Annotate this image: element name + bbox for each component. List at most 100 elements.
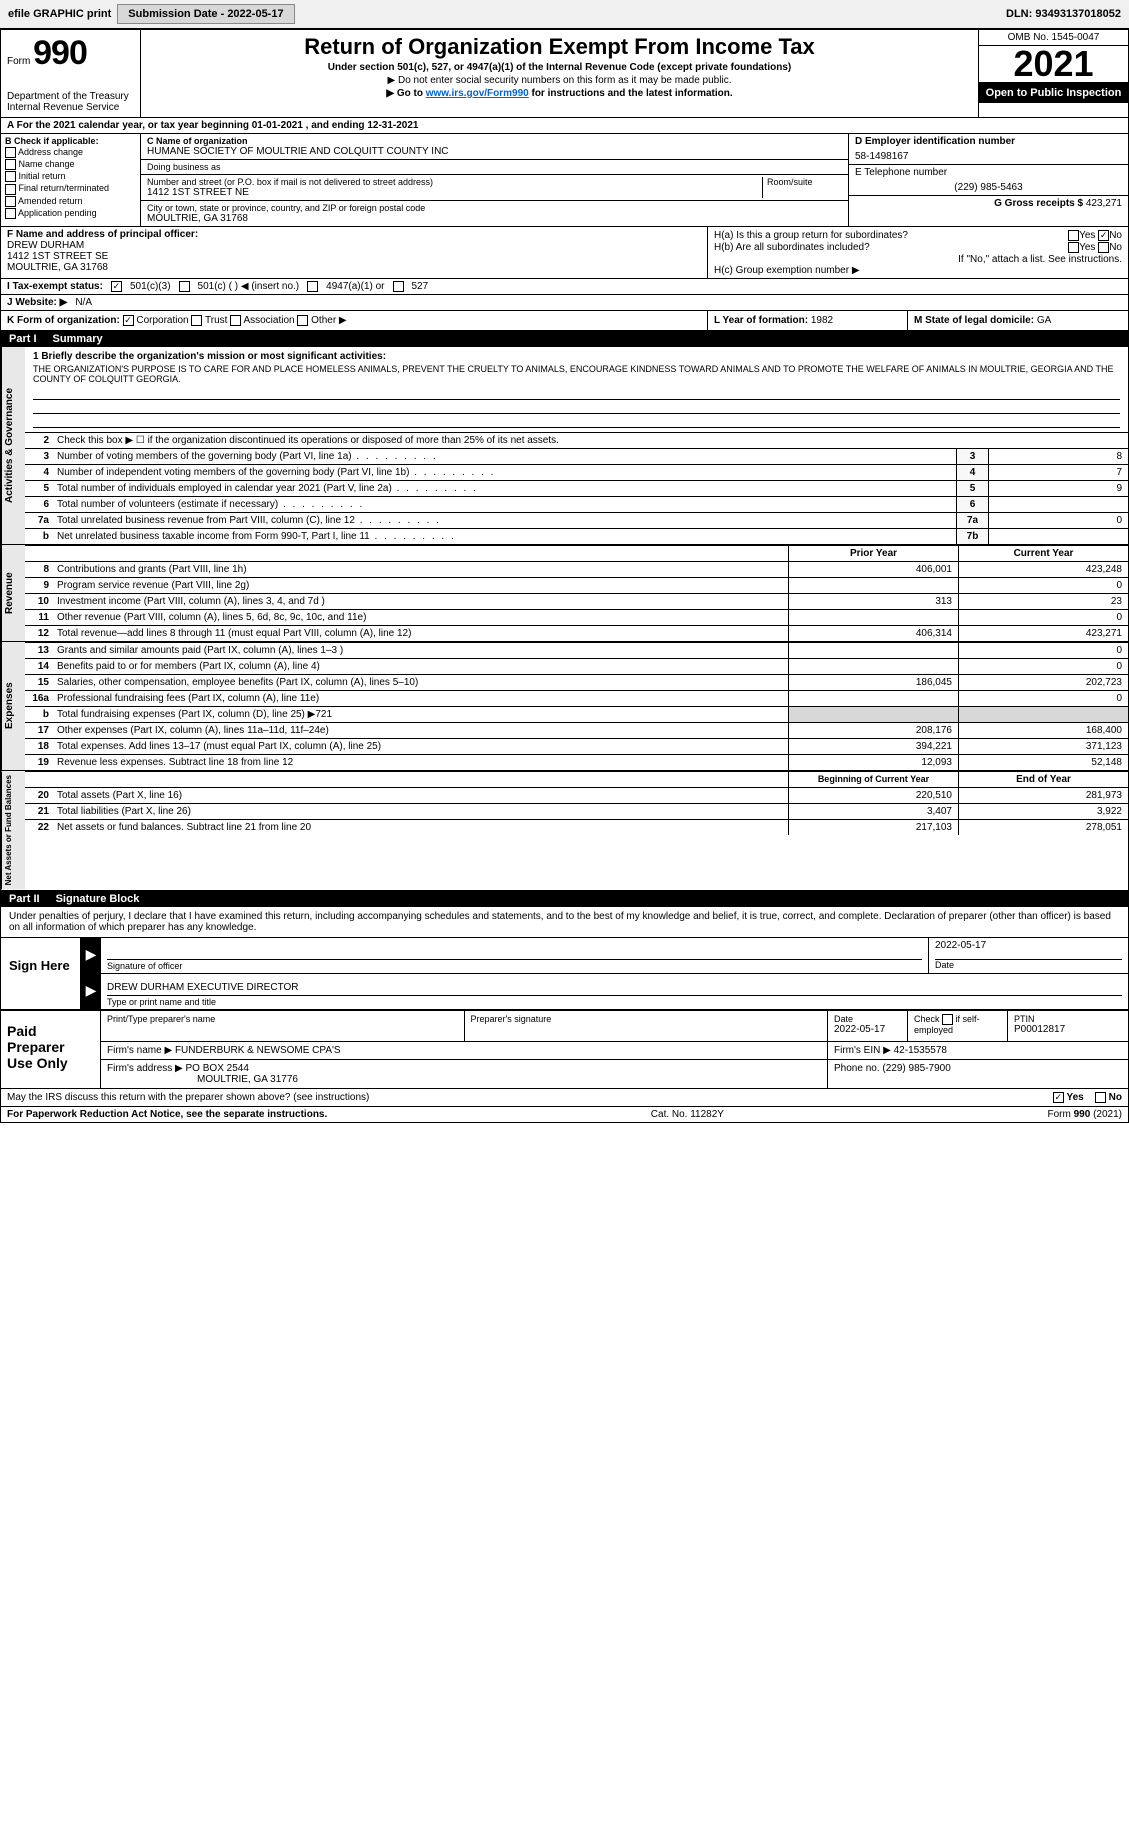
prior-year-header: Prior Year — [788, 546, 958, 561]
officer-street: 1412 1ST STREET SE — [7, 251, 701, 262]
paperwork-notice: For Paperwork Reduction Act Notice, see … — [7, 1109, 327, 1120]
firm-addr1: PO BOX 2544 — [186, 1063, 249, 1074]
chk-initial-return[interactable]: Initial return — [5, 171, 136, 182]
net-assets-row: 21Total liabilities (Part X, line 26)3,4… — [25, 803, 1128, 819]
cat-no: Cat. No. 11282Y — [651, 1109, 724, 1120]
header-left: Form 990 Department of the Treasury Inte… — [1, 30, 141, 117]
sig-date-label: Date — [935, 960, 1122, 970]
beginning-year-header: Beginning of Current Year — [788, 772, 958, 787]
chk-application-pending[interactable]: Application pending — [5, 208, 136, 219]
part2-title: Signature Block — [56, 893, 140, 905]
chk-final-return[interactable]: Final return/terminated — [5, 183, 136, 194]
gross-receipts-value: 423,271 — [1086, 198, 1122, 209]
col-b-checkboxes: B Check if applicable: Address change Na… — [1, 134, 141, 226]
header-right: OMB No. 1545-0047 2021 Open to Public In… — [978, 30, 1128, 117]
revenue-section: Revenue Prior Year Current Year 8Contrib… — [1, 545, 1128, 642]
gov-row: 3Number of voting members of the governi… — [25, 448, 1128, 464]
city-label: City or town, state or province, country… — [147, 203, 842, 213]
revenue-row: 9Program service revenue (Part VIII, lin… — [25, 577, 1128, 593]
chk-527[interactable] — [393, 281, 404, 292]
officer-city: MOULTRIE, GA 31768 — [7, 262, 701, 273]
row-a-tax-year: A For the 2021 calendar year, or tax yea… — [1, 118, 1128, 134]
preparer-name-label: Print/Type preparer's name — [107, 1014, 458, 1024]
firm-name-value: FUNDERBURK & NEWSOME CPA'S — [175, 1045, 341, 1056]
street-label: Number and street (or P.O. box if mail i… — [147, 177, 762, 187]
chk-trust[interactable] — [191, 315, 202, 326]
officer-name: DREW DURHAM — [7, 240, 701, 251]
chk-self-employed[interactable] — [942, 1014, 953, 1025]
firm-phone-value: (229) 985-7900 — [882, 1063, 950, 1074]
sign-here-block: Sign Here ▶ Signature of officer 2022-05… — [1, 938, 1128, 1011]
firm-addr2: MOULTRIE, GA 31776 — [107, 1074, 821, 1085]
discuss-no-checkbox[interactable] — [1095, 1092, 1106, 1103]
side-expenses: Expenses — [1, 642, 25, 770]
form-title: Return of Organization Exempt From Incom… — [147, 34, 972, 60]
sig-officer-label: Signature of officer — [107, 960, 922, 971]
part1-num: Part I — [9, 333, 37, 345]
org-name-label: C Name of organization — [147, 136, 842, 146]
paid-preparer-label: Paid Preparer Use Only — [1, 1011, 101, 1088]
side-net-assets: Net Assets or Fund Balances — [1, 771, 25, 889]
ha-yes-checkbox[interactable] — [1068, 230, 1079, 241]
chk-amended-return[interactable]: Amended return — [5, 196, 136, 207]
ein-value: 58-1498167 — [855, 151, 1122, 162]
mission-block: 1 Briefly describe the organization's mi… — [25, 347, 1128, 432]
submission-date-button[interactable]: Submission Date - 2022-05-17 — [117, 4, 294, 24]
col-h-group: H(a) Is this a group return for subordin… — [708, 227, 1128, 278]
chk-other[interactable] — [297, 315, 308, 326]
sign-arrow-icon-2: ▶ — [81, 974, 101, 1009]
mission-label: 1 Briefly describe the organization's mi… — [33, 351, 1120, 362]
ptin-value: P00012817 — [1014, 1024, 1122, 1035]
website-value: N/A — [75, 297, 92, 308]
hb-no-checkbox[interactable] — [1098, 242, 1109, 253]
part1-header: Part I Summary — [1, 331, 1128, 347]
expense-row: 16aProfessional fundraising fees (Part I… — [25, 690, 1128, 706]
revenue-row: 12Total revenue—add lines 8 through 11 (… — [25, 625, 1128, 641]
ha-no-checkbox[interactable]: ✓ — [1098, 230, 1109, 241]
discuss-row: May the IRS discuss this return with the… — [1, 1089, 1128, 1107]
discuss-yes-checkbox[interactable]: ✓ — [1053, 1092, 1064, 1103]
city-value: MOULTRIE, GA 31768 — [147, 213, 842, 224]
header-center: Return of Organization Exempt From Incom… — [141, 30, 978, 117]
paid-preparer-block: Paid Preparer Use Only Print/Type prepar… — [1, 1011, 1128, 1089]
firm-phone-label: Phone no. — [834, 1063, 880, 1074]
hc-label: H(c) Group exemption number ▶ — [714, 265, 1122, 276]
form-header: Form 990 Department of the Treasury Inte… — [1, 30, 1128, 118]
row-klm: K Form of organization: ✓ Corporation Tr… — [1, 311, 1128, 331]
preparer-date-label: Date — [834, 1014, 901, 1024]
chk-address-change[interactable]: Address change — [5, 147, 136, 158]
sign-here-label: Sign Here — [1, 938, 81, 1009]
col-f-officer: F Name and address of principal officer:… — [1, 227, 708, 278]
irs-form990-link[interactable]: www.irs.gov/Form990 — [426, 88, 529, 99]
tax-status-label: I Tax-exempt status: — [7, 281, 103, 292]
irs-label: Internal Revenue Service — [7, 102, 134, 113]
note2-post: for instructions and the latest informat… — [529, 88, 733, 99]
expense-row: 19Revenue less expenses. Subtract line 1… — [25, 754, 1128, 770]
officer-label: F Name and address of principal officer: — [7, 229, 701, 240]
chk-association[interactable] — [230, 315, 241, 326]
chk-name-change[interactable]: Name change — [5, 159, 136, 170]
gov-row: 2Check this box ▶ ☐ if the organization … — [25, 432, 1128, 448]
side-revenue: Revenue — [1, 545, 25, 641]
gov-row: 6Total number of volunteers (estimate if… — [25, 496, 1128, 512]
col-b-label: B Check if applicable: — [5, 136, 136, 146]
expense-row: 17Other expenses (Part IX, column (A), l… — [25, 722, 1128, 738]
ssn-note: ▶ Do not enter social security numbers o… — [147, 75, 972, 86]
chk-501c3[interactable]: ✓ — [111, 281, 122, 292]
dept-label: Department of the Treasury — [7, 91, 134, 102]
chk-501c[interactable] — [179, 281, 190, 292]
chk-corporation[interactable]: ✓ — [123, 315, 134, 326]
col-l-year-formation: L Year of formation: 1982 — [708, 311, 908, 330]
col-de: D Employer identification number 58-1498… — [848, 134, 1128, 226]
end-year-header: End of Year — [958, 772, 1128, 787]
hb-yes-checkbox[interactable] — [1068, 242, 1079, 253]
row-i-tax-status: I Tax-exempt status: ✓ 501(c)(3) 501(c) … — [1, 279, 1128, 295]
chk-4947[interactable] — [307, 281, 318, 292]
sign-arrow-icon: ▶ — [81, 938, 101, 973]
instructions-note: ▶ Go to www.irs.gov/Form990 for instruct… — [147, 88, 972, 99]
expenses-section: Expenses 13Grants and similar amounts pa… — [1, 642, 1128, 771]
governance-section: Activities & Governance 1 Briefly descri… — [1, 347, 1128, 545]
net-col-headers: Beginning of Current Year End of Year — [25, 771, 1128, 787]
perjury-statement: Under penalties of perjury, I declare th… — [1, 907, 1128, 938]
expense-row: 15Salaries, other compensation, employee… — [25, 674, 1128, 690]
